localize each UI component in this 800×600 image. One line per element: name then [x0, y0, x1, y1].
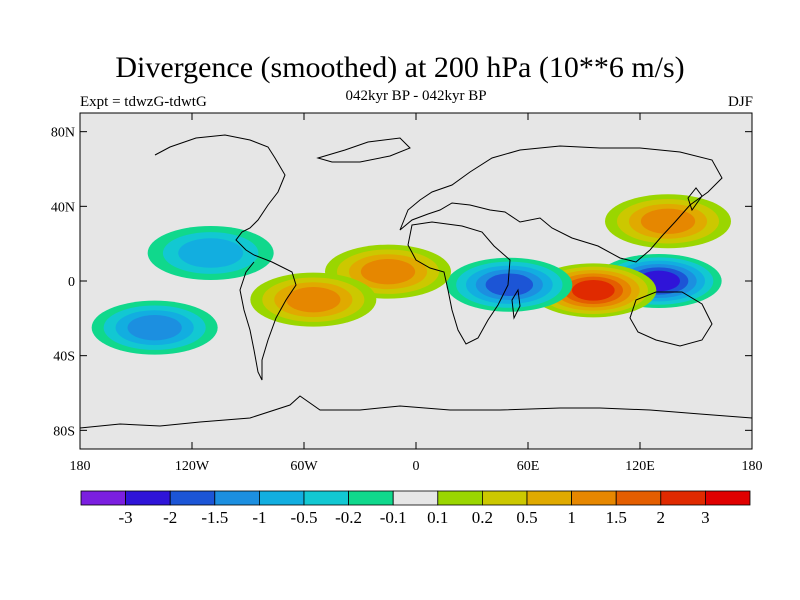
x-tick-label: 180	[742, 459, 763, 474]
colorbar-swatch	[303, 490, 349, 506]
y-tick-label: 40N	[51, 200, 75, 215]
colorbar-swatch	[80, 490, 126, 506]
contour-feature	[250, 272, 377, 327]
colorbar-label: -3	[119, 508, 133, 527]
coast-eurasia	[399, 145, 723, 263]
contour-feature	[605, 194, 731, 249]
x-tick-label: 60W	[290, 459, 318, 474]
x-tick-label: 60E	[517, 459, 540, 474]
contour-band	[286, 287, 341, 313]
colorbar-label: 1	[567, 508, 576, 527]
colorbar-swatch	[660, 490, 706, 506]
chart-subtitle: 042kyr BP - 042kyr BP	[345, 88, 487, 104]
contour-band	[485, 273, 534, 297]
colorbar-swatch	[125, 490, 171, 506]
coast-australia	[629, 291, 713, 347]
coast-japan	[687, 187, 703, 212]
season-label: DJF	[727, 94, 753, 110]
coast-madagascar	[511, 288, 521, 320]
contour-feature	[446, 257, 573, 312]
colorbar-label: -0.1	[380, 508, 407, 527]
y-tick-label: 80N	[51, 126, 75, 141]
coast-africa	[407, 221, 511, 345]
colorbar-label: -0.5	[291, 508, 318, 527]
coast-south-america	[239, 254, 297, 381]
colorbar-label: -1.5	[201, 508, 228, 527]
x-tick-label: 120E	[625, 459, 655, 474]
colorbar-swatch	[258, 490, 305, 506]
chart-title: Divergence (smoothed) at 200 hPa (10**6 …	[115, 51, 685, 84]
contour-fill-layer	[91, 194, 731, 355]
contour-feature	[91, 300, 218, 355]
contour-band	[127, 315, 182, 341]
coast-north-america	[154, 134, 286, 256]
colorbar-label: -1	[252, 508, 266, 527]
x-tick-label: 180	[70, 459, 91, 474]
colorbar-label: 0.5	[516, 508, 537, 527]
y-axis: 80N 40N 0 40S 80S	[51, 126, 752, 439]
colorbar-label: 3	[701, 508, 710, 527]
colorbar-swatch	[169, 490, 216, 506]
coast-antarctica	[80, 395, 752, 429]
colorbar-label: 0.2	[472, 508, 493, 527]
contour-band	[178, 238, 244, 268]
x-tick-label: 0	[413, 459, 420, 474]
colorbar-swatch	[392, 490, 439, 506]
contour-feature	[147, 226, 274, 280]
colorbar-label: -0.2	[335, 508, 362, 527]
colorbar-swatch	[214, 490, 260, 506]
colorbar-swatch	[481, 490, 528, 506]
colorbar-swatch	[615, 490, 662, 506]
colorbar-swatch	[348, 490, 394, 506]
colorbar-label: -2	[163, 508, 177, 527]
y-tick-label: 0	[68, 275, 75, 290]
colorbar-label: 1.5	[606, 508, 627, 527]
colorbar: -3 -2 -1.5 -1 -0.5 -0.2 -0.1 0.1 0.2 0.5 1 1.5 2 3	[80, 490, 751, 527]
contour-band	[572, 280, 615, 301]
contour-band	[360, 259, 416, 285]
colorbar-swatch	[526, 490, 572, 506]
colorbar-label: 2	[657, 508, 666, 527]
colorbar-swatch	[705, 490, 751, 506]
coastlines	[80, 134, 752, 429]
colorbar-swatch	[571, 490, 617, 506]
x-axis: 180 120W 60W 0 60E 120E 180	[70, 113, 763, 474]
colorbar-swatch	[437, 490, 483, 506]
coast-greenland	[316, 137, 411, 163]
experiment-label: Expt = tdwzG-tdwtG	[80, 94, 207, 110]
y-tick-label: 40S	[53, 350, 75, 365]
y-tick-label: 80S	[53, 424, 75, 439]
colorbar-label: 0.1	[427, 508, 448, 527]
x-tick-label: 120W	[175, 459, 210, 474]
